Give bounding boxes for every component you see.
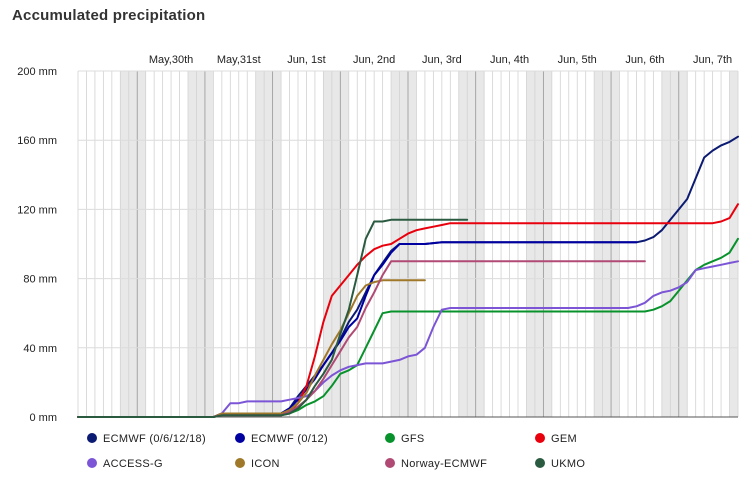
legend-marker — [535, 458, 545, 468]
night-band — [323, 71, 349, 417]
series-line — [77, 241, 638, 418]
legend-label: ACCESS-G — [103, 458, 163, 470]
night-band — [120, 71, 146, 417]
legend-label: GEM — [551, 433, 577, 445]
legend-marker — [385, 458, 395, 468]
legend-marker — [235, 458, 245, 468]
legend-item: GFS — [385, 433, 425, 445]
legend-item: ECMWF (0/6/12/18) — [87, 433, 206, 445]
x-tick-label: Jun, 1st — [287, 54, 326, 66]
legend-item: ACCESS-G — [87, 458, 163, 470]
night-band — [458, 71, 485, 417]
night-band — [594, 71, 620, 417]
legend-marker — [87, 433, 97, 443]
legend: ECMWF (0/6/12/18) ECMWF (0/12) GFS GEM ACCES… — [87, 433, 585, 470]
legend-item: GEM — [535, 433, 577, 445]
legend-marker — [235, 433, 245, 443]
night-band — [188, 71, 214, 417]
legend-item: UKMO — [535, 458, 585, 470]
y-tick-label: 120 mm — [17, 204, 57, 216]
x-tick-label: Jun, 2nd — [353, 54, 395, 66]
legend-item: Norway-ECMWF — [385, 458, 487, 470]
series-line — [77, 218, 469, 418]
series-line — [77, 260, 646, 418]
legend-label: Norway-ECMWF — [401, 458, 487, 470]
legend-marker — [385, 433, 395, 443]
x-tick-label: Jun, 6th — [625, 54, 664, 66]
legend-marker — [87, 458, 97, 468]
legend-item: ECMWF (0/12) — [235, 433, 328, 445]
x-tick-label: Jun, 4th — [490, 54, 529, 66]
x-tick-label: Jun, 7th — [693, 54, 732, 66]
legend-label: UKMO — [551, 458, 585, 470]
night-band — [526, 71, 552, 417]
legend-label: GFS — [401, 433, 425, 445]
x-tick-label: Jun, 5th — [558, 54, 597, 66]
night-band — [255, 71, 282, 417]
y-tick-label: 200 mm — [17, 66, 57, 78]
y-tick-label: 160 mm — [17, 135, 57, 147]
x-tick-label: May,30th — [149, 54, 193, 66]
legend-label: ECMWF (0/12) — [251, 433, 328, 445]
series-line — [77, 279, 426, 418]
x-tick-label: May,31st — [217, 54, 261, 66]
chart-title: Accumulated precipitation — [12, 7, 206, 24]
x-tick-label: Jun, 3rd — [422, 54, 462, 66]
y-tick-label: 40 mm — [23, 343, 57, 355]
series-line — [77, 203, 739, 418]
legend-label: ICON — [251, 458, 280, 470]
legend-marker — [535, 433, 545, 443]
legend-label: ECMWF (0/6/12/18) — [103, 433, 206, 445]
night-band — [661, 71, 688, 417]
legend-item: ICON — [235, 458, 280, 470]
series-layer — [77, 135, 739, 418]
y-tick-label: 0 mm — [30, 412, 58, 424]
y-tick-label: 80 mm — [23, 274, 57, 286]
series-line — [77, 260, 739, 418]
